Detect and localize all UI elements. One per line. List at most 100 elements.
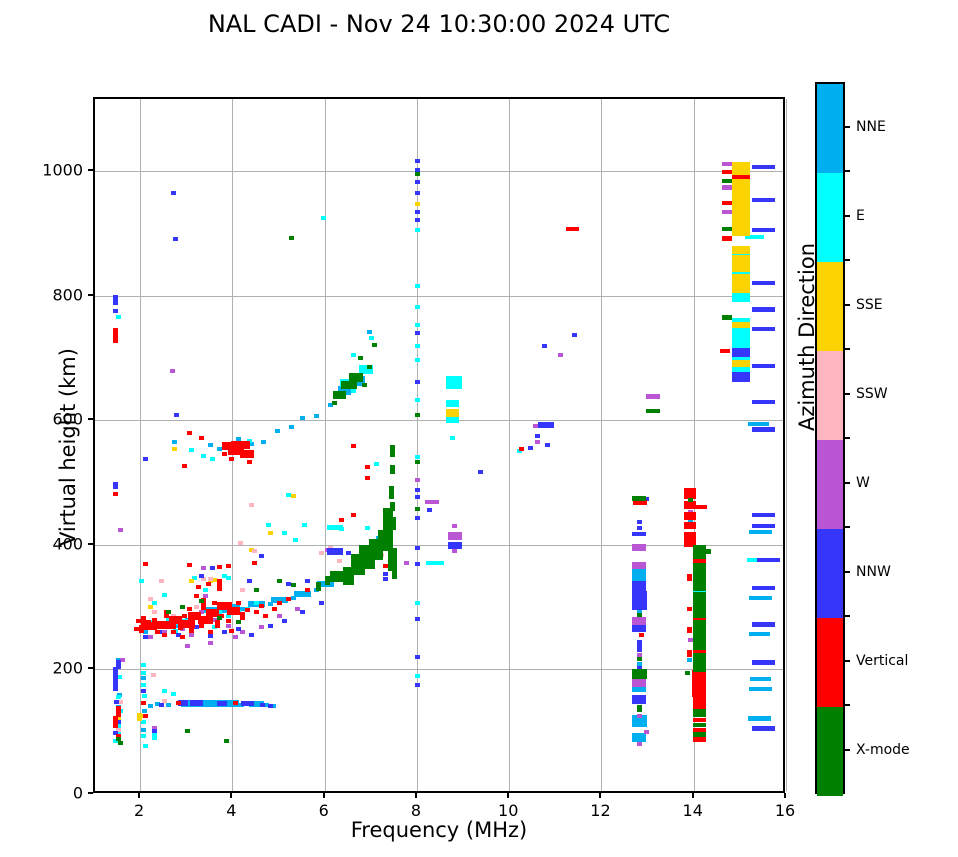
echo-point <box>748 422 769 427</box>
y-axis-tick <box>88 542 93 545</box>
echo-point <box>377 529 390 552</box>
gridline <box>601 99 603 791</box>
echo-point <box>752 622 776 627</box>
echo-point <box>251 561 257 566</box>
echo-point <box>748 595 772 600</box>
echo-point <box>415 323 421 328</box>
echo-point <box>732 364 750 375</box>
echo-point <box>631 715 647 727</box>
echo-point <box>692 708 706 717</box>
echo-point <box>646 394 661 399</box>
echo-point <box>206 608 220 617</box>
colorbar-mid-tick <box>845 303 850 306</box>
echo-point <box>350 353 356 358</box>
echo-point <box>383 508 393 537</box>
colorbar-mid-tick <box>845 392 850 395</box>
echo-point <box>260 439 266 444</box>
echo-point <box>686 574 692 582</box>
gridline <box>140 99 142 791</box>
echo-point <box>240 606 246 611</box>
echo-point <box>300 609 306 614</box>
y-axis-tick <box>88 169 93 172</box>
echo-point <box>415 172 421 177</box>
echo-point <box>152 728 158 733</box>
echo-point <box>302 523 308 528</box>
echo-point <box>267 601 273 606</box>
echo-point <box>752 726 776 731</box>
x-tick-label: 14 <box>682 801 703 820</box>
echo-point <box>692 727 706 732</box>
echo-point <box>140 676 146 681</box>
echo-point <box>169 368 175 373</box>
echo-point <box>692 556 706 565</box>
echo-point <box>687 498 693 503</box>
echo-point <box>249 502 255 507</box>
echo-point <box>684 512 696 521</box>
colorbar-segment <box>817 707 843 796</box>
echo-point <box>732 161 750 237</box>
echo-point <box>159 703 165 708</box>
echo-point <box>357 355 363 360</box>
echo-point <box>721 236 733 241</box>
echo-point <box>424 499 439 504</box>
echo-point <box>116 734 122 739</box>
echo-point <box>692 650 706 655</box>
echo-point <box>200 566 206 571</box>
echo-point <box>295 606 301 611</box>
echo-point <box>247 438 253 443</box>
echo-point <box>136 619 142 624</box>
echo-point <box>189 447 195 452</box>
echo-point <box>120 657 126 662</box>
echo-point <box>445 414 460 423</box>
echo-point <box>147 634 153 639</box>
echo-point <box>692 652 706 672</box>
y-tick-label: 1000 <box>42 160 83 180</box>
echo-point <box>116 675 122 680</box>
echo-point <box>207 640 213 645</box>
colorbar-segment <box>817 351 843 440</box>
echo-point <box>732 274 750 294</box>
echo-point <box>732 322 750 329</box>
echo-point <box>692 545 706 559</box>
echo-point <box>544 443 550 447</box>
echo-point <box>166 609 172 614</box>
echo-point <box>247 578 253 583</box>
echo-point <box>359 365 374 375</box>
echo-point <box>191 575 197 580</box>
echo-point <box>415 209 421 214</box>
echo-point <box>313 413 319 418</box>
echo-point <box>721 210 733 215</box>
echo-point <box>692 620 706 650</box>
echo-point <box>226 619 232 624</box>
x-tick-label: 4 <box>226 801 237 820</box>
echo-point <box>147 605 153 610</box>
echo-point <box>223 738 229 743</box>
echo-point <box>692 737 706 742</box>
echo-point <box>247 460 253 465</box>
echo-point <box>732 325 750 351</box>
echo-point <box>281 619 287 624</box>
echo-point <box>415 217 421 222</box>
echo-point <box>161 621 177 630</box>
gridline <box>95 669 783 671</box>
echo-point <box>226 624 232 629</box>
gridline <box>509 99 511 791</box>
echo-point <box>639 632 645 637</box>
echo-point <box>112 327 118 344</box>
echo-point <box>632 495 647 502</box>
y-tick-label: 200 <box>52 658 83 678</box>
x-axis-tick <box>599 793 602 798</box>
echo-point <box>332 390 347 400</box>
echo-point <box>140 688 146 693</box>
echo-point <box>240 449 255 458</box>
echo-point <box>143 630 149 635</box>
echo-point <box>350 443 356 448</box>
echo-point <box>390 502 396 512</box>
echo-point <box>445 375 462 389</box>
echo-point <box>114 700 120 705</box>
echo-point <box>207 700 225 707</box>
y-tick-label: 400 <box>52 534 83 554</box>
echo-point <box>189 632 195 637</box>
echo-point <box>692 670 707 697</box>
